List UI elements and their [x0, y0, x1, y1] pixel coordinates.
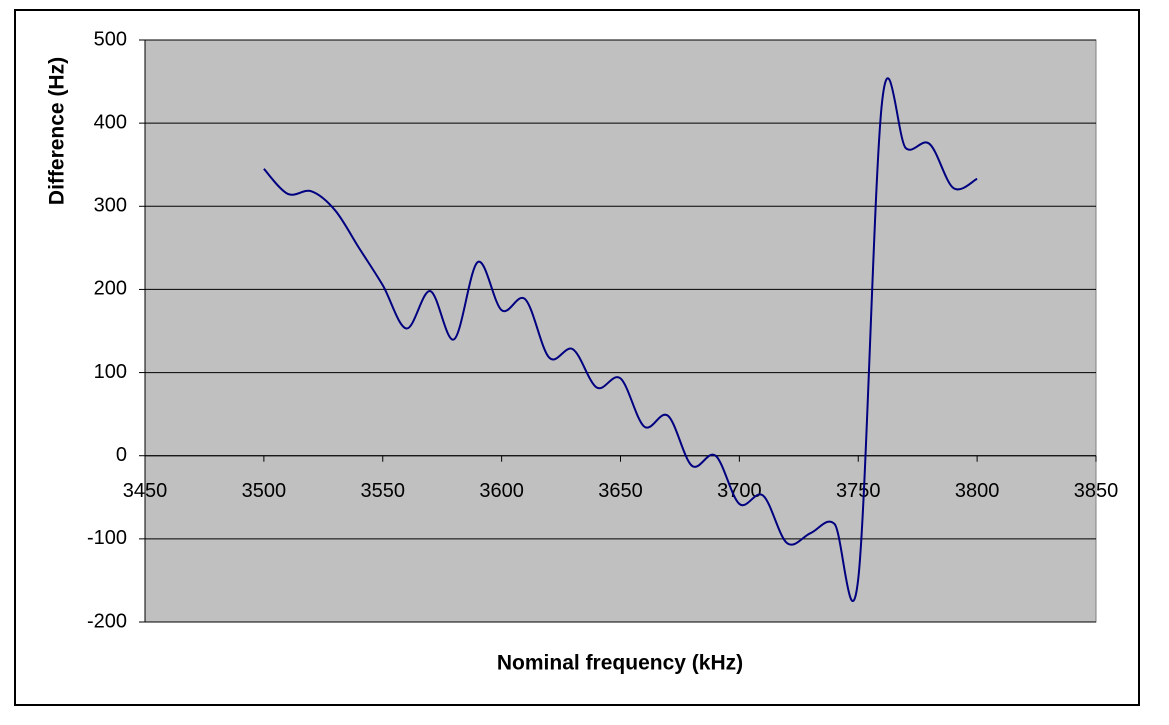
y-tick-label: 500: [94, 28, 127, 50]
x-tick-label: 3800: [955, 480, 1000, 502]
x-tick-label: 3600: [479, 480, 524, 502]
y-tick-label: 400: [94, 111, 127, 133]
y-tick-label: -100: [87, 527, 127, 549]
y-tick-label: 100: [94, 361, 127, 383]
x-tick-label: 3550: [361, 480, 406, 502]
x-tick-label: 3650: [598, 480, 643, 502]
x-tick-label: 3750: [836, 480, 881, 502]
x-tick-label: 3700: [717, 480, 762, 502]
x-tick-label: 3500: [242, 480, 287, 502]
y-tick-label: 200: [94, 278, 127, 300]
y-tick-label: 0: [116, 444, 127, 466]
x-axis-title: Nominal frequency (kHz): [497, 652, 743, 675]
x-tick-label: 3450: [123, 480, 168, 502]
plot-area: [144, 39, 1097, 623]
data-line: [263, 77, 978, 602]
y-tick-label: -200: [87, 610, 127, 632]
y-tick-label: 300: [94, 195, 127, 217]
y-axis-title: Difference (Hz): [46, 57, 69, 205]
x-tick-label: 3850: [1074, 480, 1119, 502]
